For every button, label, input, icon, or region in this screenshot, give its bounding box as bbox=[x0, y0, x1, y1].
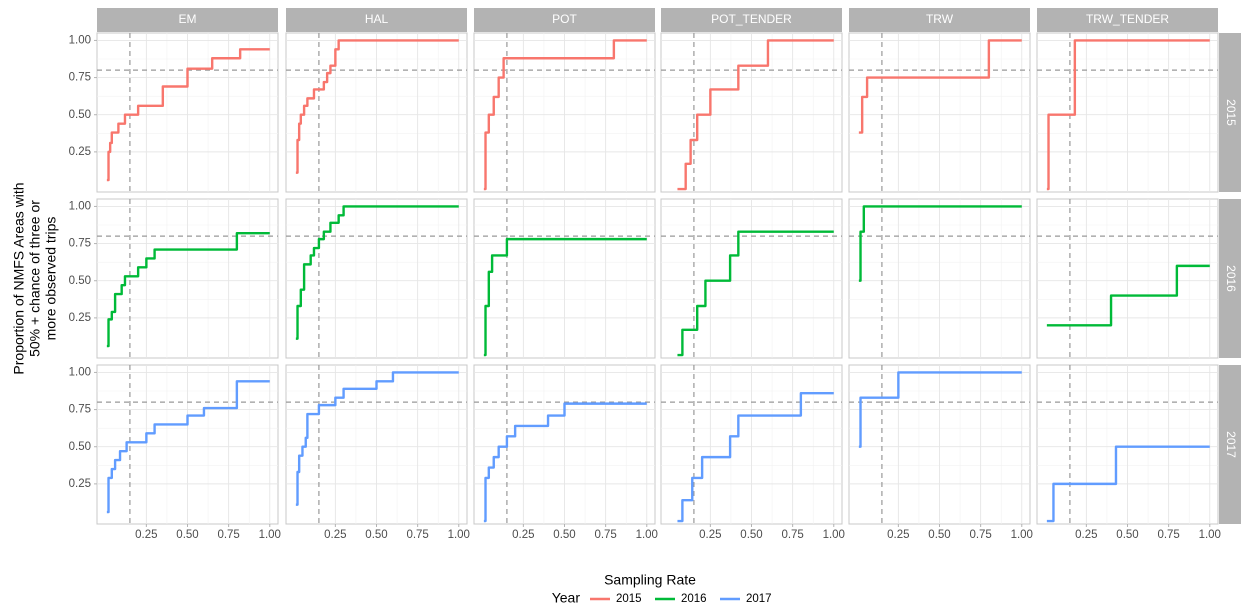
y-tick-label: 0.25 bbox=[69, 312, 91, 324]
x-tick-label: 0.25 bbox=[887, 529, 909, 541]
step-line bbox=[677, 39, 834, 191]
x-tick-label: 0.50 bbox=[928, 529, 950, 541]
x-tick-label: 1.00 bbox=[448, 529, 470, 541]
x-tick-label: 0.25 bbox=[512, 529, 534, 541]
x-tick-label: 0.75 bbox=[594, 529, 616, 541]
step-line bbox=[1046, 264, 1210, 327]
facet-strip bbox=[97, 8, 278, 32]
y-tick-label: 0.75 bbox=[69, 72, 91, 84]
x-tick-label: 0.75 bbox=[217, 529, 239, 541]
y-tick-label: 0.50 bbox=[69, 441, 91, 453]
legend-label: 2016 bbox=[681, 593, 707, 605]
y-tick-label: 0.50 bbox=[69, 109, 91, 121]
step-line bbox=[106, 48, 270, 182]
legend-title: Year bbox=[552, 590, 581, 606]
x-tick-label: 0.50 bbox=[365, 529, 387, 541]
x-tick-label: 0.75 bbox=[969, 529, 991, 541]
y-tick-label: 0.50 bbox=[69, 275, 91, 287]
y-tick-label: 1.00 bbox=[69, 34, 91, 46]
x-tick-label: 1.00 bbox=[823, 529, 845, 541]
step-line bbox=[1046, 445, 1210, 523]
facet-strip-label: TRW_TENDER bbox=[1086, 12, 1169, 26]
legend-label: 2017 bbox=[746, 593, 772, 605]
y-axis-title: 50% + chance of three or bbox=[27, 200, 43, 357]
facet-strip bbox=[286, 8, 467, 32]
x-tick-label: 0.50 bbox=[176, 529, 198, 541]
facet-strip-label: 2016 bbox=[1224, 265, 1238, 292]
step-line bbox=[483, 237, 647, 357]
y-tick-label: 0.25 bbox=[69, 478, 91, 490]
step-line bbox=[677, 392, 834, 523]
facet-strip bbox=[474, 8, 655, 32]
step-line bbox=[106, 380, 270, 514]
x-tick-label: 0.75 bbox=[406, 529, 428, 541]
x-tick-label: 0.50 bbox=[740, 529, 762, 541]
y-axis-title: Proportion of NMFS Areas with bbox=[11, 182, 27, 374]
x-tick-label: 1.00 bbox=[1011, 529, 1033, 541]
step-line bbox=[858, 39, 1022, 134]
step-line bbox=[483, 39, 647, 191]
step-line bbox=[295, 39, 459, 174]
y-tick-label: 1.00 bbox=[69, 366, 91, 378]
y-tick-label: 0.75 bbox=[69, 238, 91, 250]
facet-strip-label: 2017 bbox=[1224, 431, 1238, 458]
facet-strip-label: 2015 bbox=[1224, 99, 1238, 126]
facet-strip-label: POT_TENDER bbox=[711, 12, 792, 26]
facet-strip-label: EM bbox=[179, 12, 197, 26]
facet-strip bbox=[1219, 199, 1241, 358]
y-tick-label: 1.00 bbox=[69, 200, 91, 212]
step-line bbox=[677, 230, 834, 357]
x-tick-label: 0.25 bbox=[699, 529, 721, 541]
step-line bbox=[106, 231, 270, 348]
x-tick-label: 0.25 bbox=[135, 529, 157, 541]
step-line bbox=[858, 371, 1022, 448]
step-line bbox=[483, 402, 647, 523]
legend-label: 2015 bbox=[616, 593, 642, 605]
x-axis-title: Sampling Rate bbox=[604, 572, 696, 588]
x-tick-label: 0.75 bbox=[781, 529, 803, 541]
x-tick-label: 0.25 bbox=[1075, 529, 1097, 541]
step-line bbox=[1046, 39, 1210, 191]
facet-strip-label: TRW bbox=[926, 12, 954, 26]
step-line bbox=[295, 371, 459, 506]
x-tick-label: 1.00 bbox=[259, 529, 281, 541]
facet-strip bbox=[1037, 8, 1218, 32]
facet-strip bbox=[849, 8, 1030, 32]
facet-strip-label: HAL bbox=[365, 12, 389, 26]
x-tick-label: 1.00 bbox=[636, 529, 658, 541]
facet-strip-label: POT bbox=[552, 12, 577, 26]
facet-strip bbox=[1219, 365, 1241, 524]
x-tick-label: 0.50 bbox=[553, 529, 575, 541]
facet-strip bbox=[1219, 33, 1241, 192]
x-tick-label: 0.25 bbox=[324, 529, 346, 541]
y-tick-label: 0.25 bbox=[69, 146, 91, 158]
facet-strip bbox=[661, 8, 842, 32]
y-tick-label: 0.75 bbox=[69, 404, 91, 416]
step-line bbox=[295, 205, 459, 340]
x-tick-label: 0.75 bbox=[1157, 529, 1179, 541]
step-line bbox=[858, 205, 1022, 282]
x-tick-label: 0.50 bbox=[1116, 529, 1138, 541]
y-axis-title: more observed trips bbox=[43, 217, 59, 341]
x-tick-label: 1.00 bbox=[1199, 529, 1221, 541]
